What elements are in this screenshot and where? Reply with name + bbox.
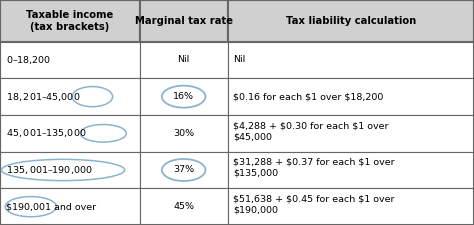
Text: Taxable income
(tax brackets): Taxable income (tax brackets)	[26, 10, 114, 32]
Bar	[228, 78, 474, 115]
Bar	[140, 152, 228, 188]
Text: $190,001 and over: $190,001 and over	[6, 202, 96, 211]
Text: $135,001 – $190,000: $135,001 – $190,000	[6, 164, 92, 176]
Text: $51,638 + $0.45 for each $1 over
$190,000: $51,638 + $0.45 for each $1 over $190,00…	[233, 194, 395, 214]
Text: $45,001 – $135,000: $45,001 – $135,000	[6, 127, 86, 139]
Bar	[0, 42, 140, 78]
Text: 37%: 37%	[173, 166, 194, 175]
Bar	[0, 115, 140, 152]
Text: Nil: Nil	[233, 56, 246, 64]
Text: 30%: 30%	[173, 129, 194, 138]
Text: $0 – $18,200: $0 – $18,200	[6, 54, 51, 66]
Bar	[0, 188, 140, 225]
Text: Nil: Nil	[178, 56, 190, 64]
Text: $18,201 – $45,000: $18,201 – $45,000	[6, 91, 80, 103]
Text: Marginal tax rate: Marginal tax rate	[135, 16, 233, 26]
Bar	[140, 0, 228, 42]
Bar	[228, 152, 474, 188]
Bar	[140, 115, 228, 152]
Text: Tax liability calculation: Tax liability calculation	[286, 16, 416, 26]
Bar	[0, 152, 140, 188]
Bar	[228, 42, 474, 78]
Bar	[228, 0, 474, 42]
Text: $0.16 for each $1 over $18,200: $0.16 for each $1 over $18,200	[233, 92, 383, 101]
Text: $4,288 + $0.30 for each $1 over
$45,000: $4,288 + $0.30 for each $1 over $45,000	[233, 121, 389, 141]
Bar	[0, 0, 140, 42]
Bar	[140, 188, 228, 225]
Bar	[228, 188, 474, 225]
Text: $31,288 + $0.37 for each $1 over
$135,000: $31,288 + $0.37 for each $1 over $135,00…	[233, 158, 395, 178]
Bar	[0, 78, 140, 115]
Bar	[140, 78, 228, 115]
Bar	[228, 115, 474, 152]
Text: 45%: 45%	[173, 202, 194, 211]
Bar	[140, 42, 228, 78]
Text: 16%: 16%	[173, 92, 194, 101]
